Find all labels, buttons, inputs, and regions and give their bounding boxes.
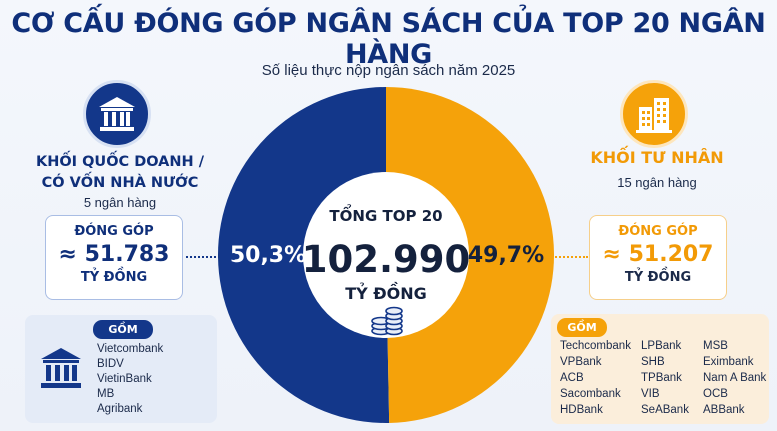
state-group-title-line2: CÓ VỐN NHÀ NƯỚC: [41, 175, 199, 191]
list-item: BIDV: [97, 358, 124, 370]
list-item: OCB: [703, 388, 728, 400]
page-title: CƠ CẤU ĐÓNG GÓP NGÂN SÁCH CỦA TOP 20 NGÂ…: [11, 8, 766, 70]
center-total: 102.990: [302, 238, 471, 281]
center-unit: TỶ ĐỒNG: [345, 281, 427, 303]
state-group-count: 5 ngân hàng: [83, 195, 157, 210]
list-item: ABBank: [703, 404, 745, 416]
private-group-count: 15 ngân hàng: [617, 175, 697, 190]
list-item: Sacombank: [560, 388, 621, 400]
list-item: Agribank: [97, 403, 143, 415]
private-connector: [548, 256, 588, 258]
list-item: LPBank: [641, 340, 682, 352]
private-list-badge: GỒM: [557, 318, 607, 337]
state-contrib-label: ĐÓNG GÓP: [74, 224, 154, 239]
state-contribution-box: ĐÓNG GÓP ≈ 51.783 TỶ ĐỒNG: [45, 215, 183, 300]
state-connector: [186, 256, 232, 258]
private-connector-dot: [545, 253, 552, 260]
list-item: Nam A Bank: [703, 372, 767, 384]
state-connector-dot: [230, 253, 237, 260]
slice-label-state: 50,3%: [230, 243, 306, 268]
donut-hole: [303, 172, 469, 338]
slice-label-private: 49,7%: [468, 243, 544, 268]
private-contrib-label: ĐÓNG GÓP: [618, 224, 698, 239]
private-contribution-box: ĐÓNG GÓP ≈ 51.207 TỶ ĐỒNG: [589, 215, 727, 300]
list-item: Eximbank: [703, 356, 754, 368]
office-buildings-icon: [620, 80, 688, 148]
bank-building-icon: [38, 345, 84, 396]
list-item: HDBank: [560, 404, 603, 416]
list-item: VPBank: [560, 356, 602, 368]
slice-private: [386, 86, 555, 423]
state-contrib-unit: TỶ ĐỒNG: [80, 270, 148, 285]
list-item: SHB: [641, 356, 665, 368]
page-subtitle: Số liệu thực nộp ngân sách năm 2025: [261, 62, 516, 79]
private-group-title: KHỐI TƯ NHÂN: [590, 148, 724, 167]
state-group-title-line1: KHỐI QUỐC DOANH /: [35, 154, 205, 170]
list-item: Techcombank: [560, 340, 631, 352]
list-item: MSB: [703, 340, 728, 352]
list-item: Vietcombank: [97, 343, 164, 355]
list-item: SeABank: [641, 404, 689, 416]
private-contrib-value: ≈ 51.207: [602, 242, 714, 267]
state-list-badge: GỒM: [93, 320, 153, 339]
coin-stack-icon: [370, 306, 404, 341]
list-item: TPBank: [641, 372, 682, 384]
bank-building-icon: [83, 80, 151, 148]
center-label: TỔNG TOP 20: [329, 203, 442, 225]
private-contrib-unit: TỶ ĐỒNG: [624, 270, 692, 285]
list-item: MB: [97, 388, 115, 400]
list-item: ACB: [560, 372, 584, 384]
list-item: VietinBank: [97, 373, 152, 385]
list-item: VIB: [641, 388, 660, 400]
state-contrib-value: ≈ 51.783: [58, 242, 170, 267]
state-group-title: KHỐI QUỐC DOANH / CÓ VỐN NHÀ NƯỚC: [30, 152, 210, 194]
